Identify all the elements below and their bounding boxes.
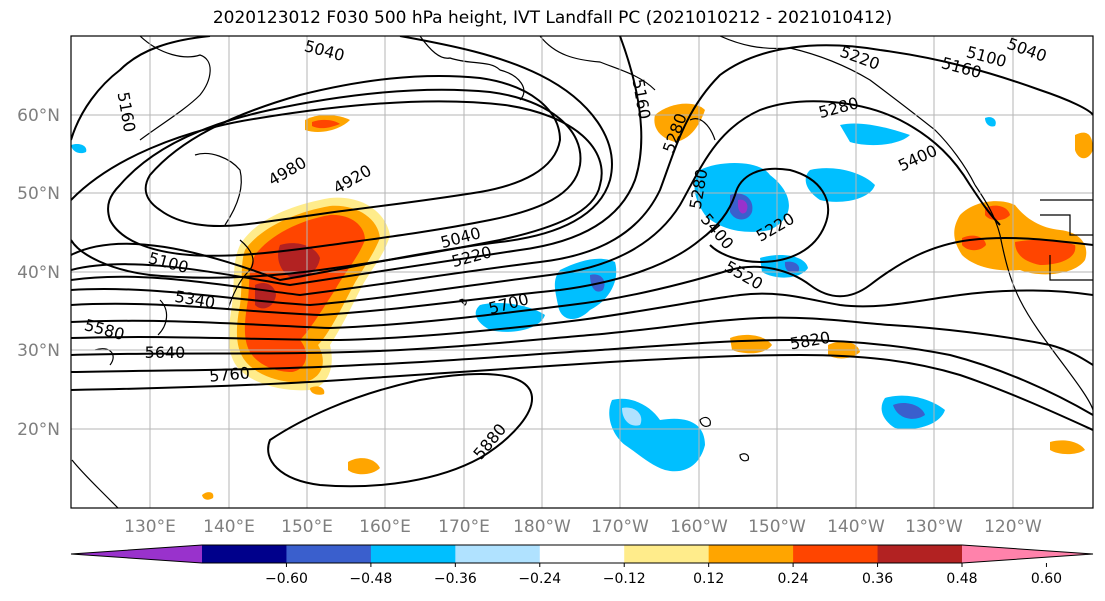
colorbar-tick-label: −0.36 (434, 571, 477, 587)
colorbar-swatch (202, 545, 287, 563)
colorbar-tick-label: −0.48 (349, 571, 392, 587)
colorbar-tick-label: −0.12 (603, 571, 646, 587)
lon-label: 150°W (748, 517, 806, 537)
colorbar-swatch (539, 545, 625, 563)
colorbar-extend-left (71, 545, 202, 563)
lat-label: 20°N (17, 420, 60, 440)
contour-label: 5760 (208, 363, 250, 385)
lat-label: 40°N (17, 263, 60, 283)
lon-label: 150°E (281, 517, 333, 537)
lon-label: 140°W (827, 517, 885, 537)
lat-label: 30°N (17, 341, 60, 361)
colorbar-outline (70, 544, 1094, 564)
colorbar-extend-right (962, 545, 1093, 563)
longitude-labels: 130°E 140°E 150°E 160°E 170°E 180°W 170°… (124, 517, 1042, 537)
colorbar-tick-label: 0.36 (862, 571, 893, 587)
colorbar-tick-label: 0.60 (1031, 571, 1062, 587)
lon-label: 130°W (905, 517, 963, 537)
colorbar-tick-label: −0.60 (265, 571, 308, 587)
colorbar-tick-label: −0.24 (518, 571, 561, 587)
colorbar-swatch (793, 545, 879, 563)
latitude-labels: 60°N 50°N 40°N 30°N 20°N (17, 106, 60, 440)
map-frame (70, 35, 1094, 509)
colorbar-swatch (624, 545, 710, 563)
lon-label: 120°W (984, 517, 1042, 537)
map-title: 2020123012 F030 500 hPa height, IVT Land… (212, 8, 893, 28)
colorbar: −0.60 −0.48 −0.36 −0.24 −0.12 0.12 0.24 0.36 0.4… (70, 544, 1094, 587)
height-contours (71, 36, 1093, 488)
lon-label: 180°W (513, 517, 571, 537)
lat-label: 60°N (17, 106, 60, 126)
lon-label: 160°E (359, 517, 411, 537)
colorbar-tick-label: 0.12 (693, 571, 724, 587)
contour-label: 5640 (145, 343, 186, 362)
lon-label: 140°E (203, 517, 255, 537)
colorbar-tick-label: 0.48 (946, 571, 977, 587)
colorbar-swatch (370, 545, 456, 563)
lon-label: 170°E (438, 517, 490, 537)
colorbar-swatch (286, 545, 372, 563)
colorbar-swatch (455, 545, 541, 563)
lon-label: 130°E (124, 517, 176, 537)
lat-label: 50°N (17, 184, 60, 204)
colorbar-swatch (708, 545, 794, 563)
grid-lines (71, 36, 1093, 508)
colorbar-tick-label: 0.24 (778, 571, 809, 587)
lon-label: 160°W (670, 517, 728, 537)
colorbar-swatch (877, 545, 963, 563)
lon-label: 170°W (591, 517, 649, 537)
